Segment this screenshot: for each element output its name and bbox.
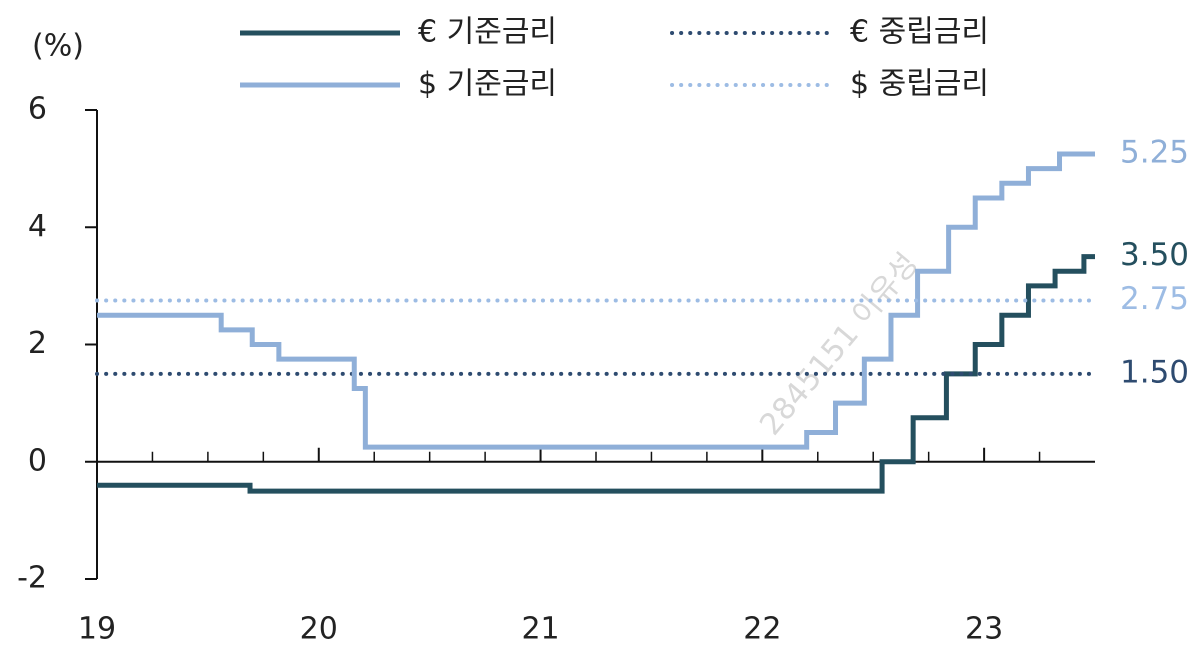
series-line [97,254,1095,494]
unit-label: (%) [32,29,84,64]
y-tick-label: 0 [28,443,47,478]
legend-label: $ 기준금리 [418,67,557,102]
end-label: 1.50 [1120,354,1189,390]
x-tick-label: 22 [743,612,781,647]
end-label: 2.75 [1120,281,1189,317]
series-line [97,151,1095,450]
legend-label: € 중립금리 [850,15,989,50]
y-tick-label: -2 [17,561,47,596]
x-tick-label: 20 [300,612,338,647]
x-tick-label: 23 [965,612,1003,647]
watermark: 2845151 이유성 [753,247,925,443]
legend-label: $ 중립금리 [850,67,989,102]
y-tick-label: 6 [28,92,47,127]
legend-label: € 기준금리 [418,15,557,50]
x-tick-label: 21 [521,612,559,647]
end-label: 5.25 [1120,134,1189,170]
y-tick-label: 4 [28,209,47,244]
x-tick-label: 19 [78,612,116,647]
end-label: 3.50 [1120,237,1189,273]
y-tick-label: 2 [28,326,47,361]
